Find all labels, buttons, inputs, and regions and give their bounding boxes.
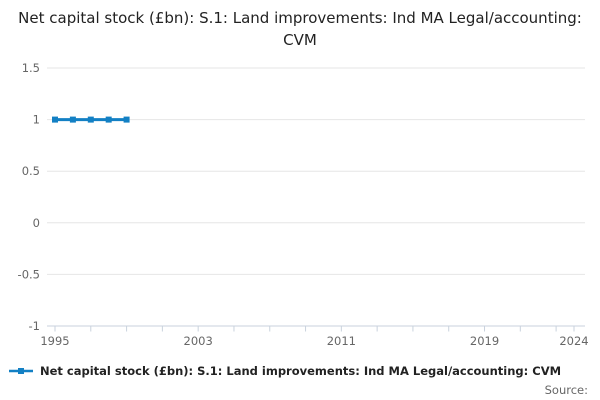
y-axis-tick-label: -0.5 [18,267,40,281]
chart-title: Net capital stock (£bn): S.1: Land impro… [18,9,582,49]
y-axis-tick-label: 1.5 [22,61,40,75]
x-axis-tick-label: 2019 [470,334,499,348]
x-axis-tick-label: 2003 [184,334,213,348]
line-with-square-marker-icon [9,368,33,374]
y-axis-tick-label: 0 [33,216,40,230]
legend-item[interactable]: Net capital stock (£bn): S.1: Land impro… [8,364,596,378]
y-axis-tick-label: 1 [33,113,40,127]
series-marker[interactable] [52,116,58,123]
source-label: Source: [544,383,588,397]
series-marker[interactable] [87,116,94,123]
y-axis-tick-label: 0.5 [22,164,40,178]
series-marker[interactable] [105,116,112,123]
legend-label: Net capital stock (£bn): S.1: Land impro… [40,364,562,378]
y-axis-tick-label: -1 [29,319,40,333]
x-axis-tick-label: 2024 [559,334,588,348]
x-axis-tick-label: 1995 [40,334,69,348]
x-axis-tick-label: 2011 [327,334,356,348]
series-marker[interactable] [69,116,76,123]
series-marker[interactable] [123,116,130,123]
